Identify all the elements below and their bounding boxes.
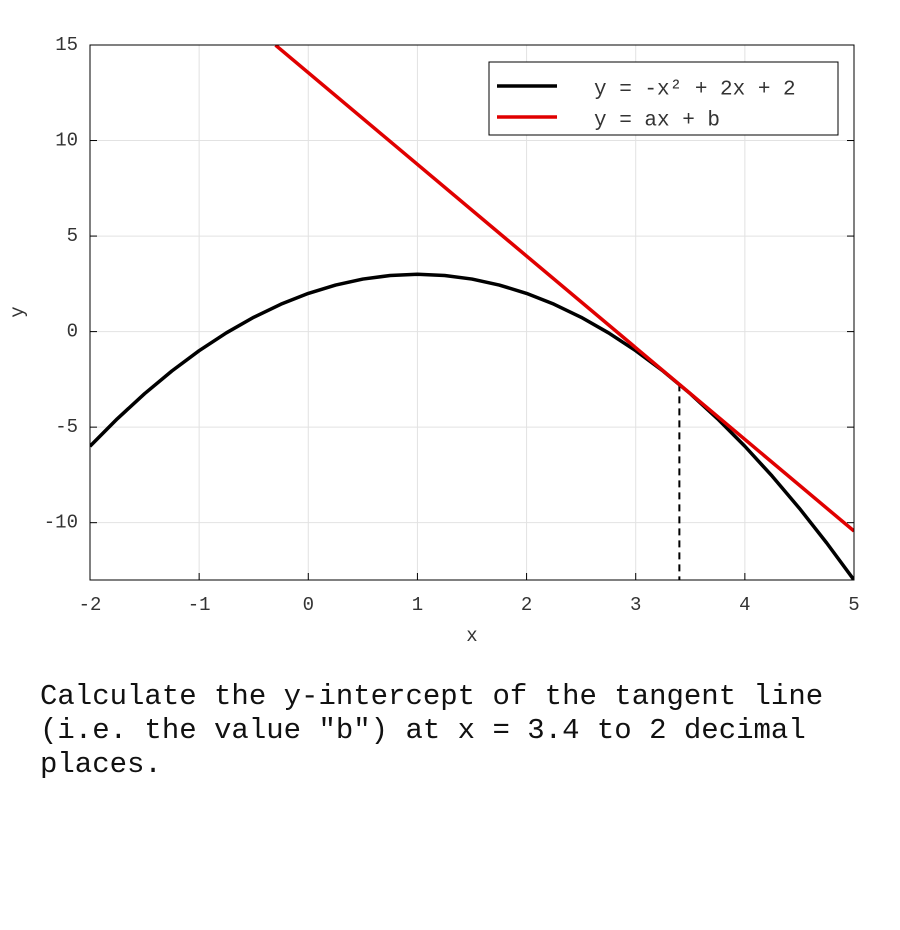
x-tick-label: 3 <box>630 594 641 616</box>
y-tick-label: 15 <box>55 34 78 56</box>
plot-frame <box>89 44 855 581</box>
x-axis-label: x <box>466 625 477 647</box>
x-tick-label: 2 <box>521 594 532 616</box>
legend-box <box>488 61 839 136</box>
x-tick-label: 5 <box>848 594 859 616</box>
y-tick-label: 0 <box>67 321 78 343</box>
plot-area <box>90 45 854 580</box>
x-tick-label: 0 <box>303 594 314 616</box>
series-line <box>274 45 854 533</box>
series-line <box>90 272 854 580</box>
y-tick-label: 10 <box>55 130 78 152</box>
x-tick-label: -1 <box>188 594 211 616</box>
legend-label: y = -x² + 2x + 2 <box>594 79 796 102</box>
x-tick-label: 4 <box>739 594 750 616</box>
y-tick-label: 5 <box>67 225 78 247</box>
y-tick-label: -10 <box>44 512 78 534</box>
legend: y = -x² + 2x + 2 y = ax + b <box>488 61 839 136</box>
y-axis-label: y <box>7 306 29 317</box>
question-text: Calculate the y-intercept of the tangent… <box>40 680 824 781</box>
x-tick-label: -2 <box>79 594 102 616</box>
x-tick-label: 1 <box>412 594 423 616</box>
y-tick-label: -5 <box>55 416 78 438</box>
legend-label: y = ax + b <box>594 110 720 133</box>
